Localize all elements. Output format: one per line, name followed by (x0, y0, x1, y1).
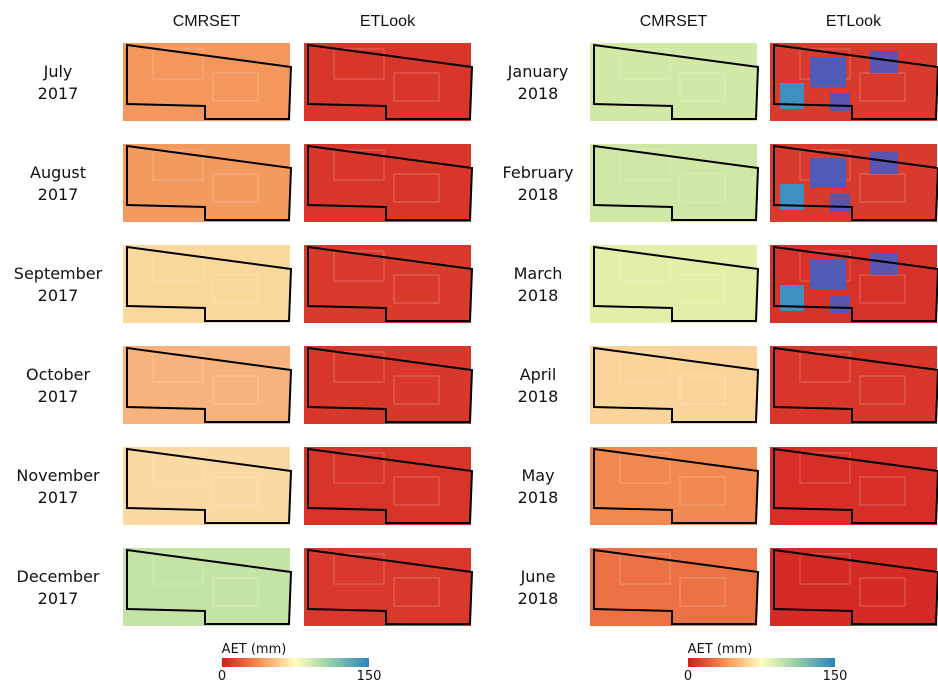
map-field (213, 73, 258, 101)
year-label: 2017 (38, 387, 79, 406)
map-field (213, 578, 258, 606)
map-field (860, 376, 905, 404)
month-label: October (26, 365, 90, 384)
map-panel (123, 144, 291, 222)
month-label: March (514, 264, 563, 283)
column-header: CMRSET (173, 13, 241, 30)
colorbar (688, 658, 835, 667)
month-label: August (30, 163, 86, 182)
colorbar (222, 658, 369, 667)
map-panel (590, 245, 758, 323)
map-patch (830, 93, 850, 111)
colorbar-label: AET (mm) (688, 642, 753, 657)
figure: CMRSET ETLook July 2017 August 2017 September 2… (0, 0, 938, 683)
map-field (680, 275, 725, 303)
year-label: 2017 (38, 589, 79, 608)
map-field (394, 477, 439, 505)
map-patch (810, 259, 846, 289)
month-label: November (16, 466, 100, 485)
map-field (860, 477, 905, 505)
year-label: 2018 (518, 488, 559, 507)
colorbar-max: 150 (823, 669, 848, 683)
map-panel (123, 43, 291, 121)
map-field (680, 578, 725, 606)
year-label: 2017 (38, 286, 79, 305)
month-label: July (43, 62, 73, 81)
map-panel (770, 548, 938, 626)
map-panel (123, 346, 291, 424)
colorbar-min: 0 (218, 669, 226, 683)
month-label: April (520, 365, 557, 384)
month-label: January (507, 62, 569, 81)
map-field (394, 275, 439, 303)
map-panel (304, 43, 472, 121)
colorbar-min: 0 (684, 669, 692, 683)
map-field (860, 174, 905, 202)
map-patch (810, 57, 846, 87)
map-field (860, 73, 905, 101)
year-label: 2018 (518, 387, 559, 406)
map-field (213, 376, 258, 404)
map-field (394, 73, 439, 101)
map-field (680, 376, 725, 404)
map-panel (770, 144, 938, 222)
column-header: ETLook (826, 13, 882, 30)
map-panel (590, 144, 758, 222)
map-field (680, 174, 725, 202)
map-panel (590, 447, 758, 525)
year-label: 2018 (518, 185, 559, 204)
column-header: ETLook (360, 13, 416, 30)
map-field (394, 578, 439, 606)
month-label: May (521, 466, 554, 485)
map-panel (123, 447, 291, 525)
map-panel (590, 346, 758, 424)
month-label: September (14, 264, 103, 283)
map-patch (830, 194, 850, 212)
map-field (213, 174, 258, 202)
month-label: June (520, 567, 556, 586)
map-panel (590, 548, 758, 626)
map-field (680, 73, 725, 101)
map-panel (770, 447, 938, 525)
map-field (213, 477, 258, 505)
map-field (860, 275, 905, 303)
map-panel (304, 346, 472, 424)
year-label: 2017 (38, 185, 79, 204)
map-field (213, 275, 258, 303)
month-label: February (503, 163, 574, 182)
map-panel (123, 548, 291, 626)
colorbar-label: AET (mm) (222, 642, 287, 657)
year-label: 2018 (518, 589, 559, 608)
map-panel (304, 144, 472, 222)
map-panel (770, 245, 938, 323)
map-field (860, 578, 905, 606)
map-field (394, 376, 439, 404)
column-header: CMRSET (640, 13, 708, 30)
year-label: 2017 (38, 84, 79, 103)
map-panel (590, 43, 758, 121)
map-patch (810, 158, 846, 188)
year-label: 2018 (518, 84, 559, 103)
colorbar-max: 150 (357, 669, 382, 683)
map-panel (770, 346, 938, 424)
map-panel (123, 245, 291, 323)
map-panel (770, 43, 938, 121)
map-panel (304, 245, 472, 323)
year-label: 2017 (38, 488, 79, 507)
map-panel (304, 548, 472, 626)
map-field (394, 174, 439, 202)
year-label: 2018 (518, 286, 559, 305)
map-panel (304, 447, 472, 525)
map-patch (830, 295, 850, 313)
map-field (680, 477, 725, 505)
month-label: December (17, 567, 100, 586)
